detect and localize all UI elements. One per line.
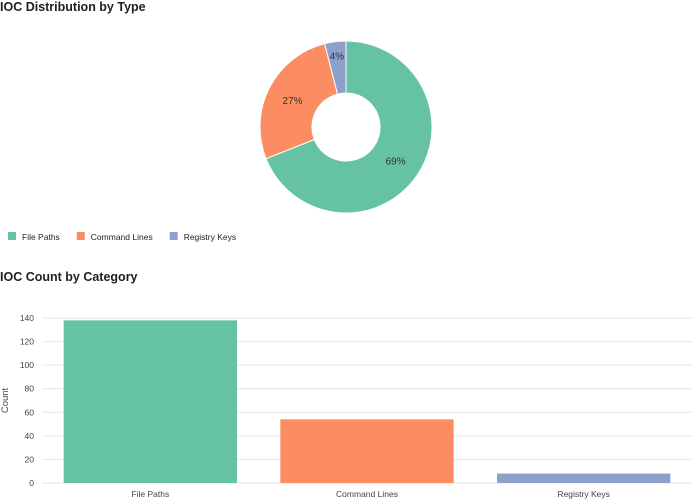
bar-registry-keys	[497, 473, 671, 483]
pie-slice-file-paths	[265, 40, 433, 214]
x-tick-label-command-lines: Command Lines	[336, 489, 398, 499]
y-tick-label-60: 60	[25, 407, 35, 417]
legend-item-registry-keys[interactable]: Registry Keys	[169, 232, 236, 242]
bar-command-lines	[280, 419, 454, 483]
legend-label-file-paths: File Paths	[22, 232, 60, 242]
y-tick-label-40: 40	[25, 431, 35, 441]
y-tick-label-140: 140	[20, 313, 34, 323]
legend-item-file-paths[interactable]: File Paths	[8, 232, 60, 242]
legend-label-registry-keys: Registry Keys	[184, 232, 236, 242]
x-tick-label-file-paths: File Paths	[131, 489, 169, 499]
y-tick-label-100: 100	[20, 360, 34, 370]
bar-file-paths	[63, 320, 237, 483]
donut-chart: 69% 27% 4%	[259, 40, 433, 214]
pie-slice-command-lines	[259, 43, 339, 160]
pie-chart-title: IOC Distribution by Type	[0, 0, 146, 14]
bar-chart: 0 20 40 60 80 100 120 140 Count File Paths Command…	[0, 313, 692, 499]
pie-slice-label-registry-keys: 4%	[330, 52, 345, 63]
x-tick-label-registry-keys: Registry Keys	[557, 489, 609, 499]
legend-swatch-command-lines	[76, 232, 85, 240]
bar-chart-title: IOC Count by Category	[0, 270, 138, 284]
pie-slice-label-command-lines: 27%	[283, 96, 303, 107]
y-tick-label-80: 80	[25, 384, 35, 394]
legend-label-command-lines: Command Lines	[91, 232, 153, 242]
y-tick-label-0: 0	[29, 478, 34, 488]
pie-slice-registry-keys	[324, 40, 347, 95]
y-axis-label: Count	[0, 387, 11, 413]
legend-swatch-registry-keys	[169, 232, 178, 240]
y-tick-label-20: 20	[25, 454, 35, 464]
y-tick-label-120: 120	[20, 337, 34, 347]
pie-slice-label-file-paths: 69%	[386, 157, 406, 168]
pie-legend: File Paths Command Lines Registry Keys	[8, 232, 236, 242]
legend-item-command-lines[interactable]: Command Lines	[76, 232, 153, 242]
legend-swatch-file-paths	[8, 232, 16, 240]
